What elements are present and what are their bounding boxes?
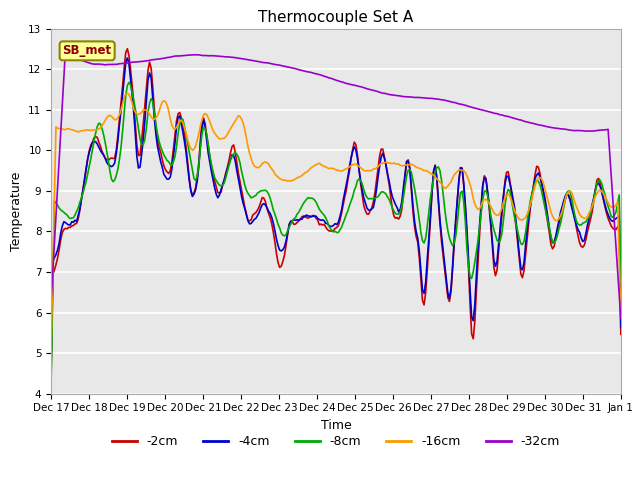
-2cm — [298, 214, 306, 220]
-2cm — [587, 216, 595, 221]
-2cm — [47, 367, 55, 373]
-2cm — [219, 182, 227, 188]
Text: SB_met: SB_met — [63, 44, 112, 57]
-8cm — [617, 279, 625, 285]
-2cm — [117, 100, 125, 106]
-16cm — [47, 338, 55, 344]
-16cm — [298, 172, 306, 178]
X-axis label: Time: Time — [321, 419, 351, 432]
Title: Thermocouple Set A: Thermocouple Set A — [259, 10, 413, 25]
-8cm — [125, 80, 132, 85]
-4cm — [219, 182, 227, 188]
-16cm — [247, 155, 255, 161]
Y-axis label: Temperature: Temperature — [10, 171, 22, 251]
-32cm — [617, 315, 625, 321]
-8cm — [237, 168, 245, 174]
-16cm — [587, 207, 595, 213]
-32cm — [61, 47, 69, 52]
-32cm — [119, 60, 127, 66]
Line: -4cm: -4cm — [51, 58, 621, 361]
-16cm — [124, 91, 131, 96]
-32cm — [237, 56, 245, 61]
-2cm — [617, 332, 625, 337]
-2cm — [247, 217, 255, 223]
-16cm — [219, 136, 227, 142]
-32cm — [587, 128, 595, 134]
-2cm — [124, 46, 131, 52]
-4cm — [47, 358, 55, 364]
-2cm — [237, 188, 245, 193]
Legend: -2cm, -4cm, -8cm, -16cm, -32cm: -2cm, -4cm, -8cm, -16cm, -32cm — [107, 430, 565, 453]
-32cm — [47, 297, 55, 302]
Line: -8cm: -8cm — [51, 83, 621, 377]
-8cm — [587, 211, 595, 216]
-32cm — [219, 54, 227, 60]
-8cm — [219, 183, 227, 189]
Line: -16cm: -16cm — [51, 94, 621, 341]
-8cm — [47, 374, 55, 380]
-16cm — [117, 107, 125, 113]
-8cm — [117, 144, 125, 150]
Line: -32cm: -32cm — [51, 49, 621, 318]
-8cm — [247, 195, 255, 201]
Line: -2cm: -2cm — [51, 49, 621, 370]
-16cm — [617, 314, 625, 320]
-4cm — [124, 55, 131, 61]
-4cm — [587, 209, 595, 215]
-4cm — [237, 193, 245, 199]
-4cm — [117, 108, 125, 113]
-8cm — [298, 204, 306, 209]
-4cm — [298, 216, 306, 222]
-4cm — [247, 221, 255, 227]
-32cm — [298, 68, 306, 73]
-16cm — [237, 116, 245, 122]
-32cm — [247, 58, 255, 63]
-4cm — [617, 324, 625, 330]
